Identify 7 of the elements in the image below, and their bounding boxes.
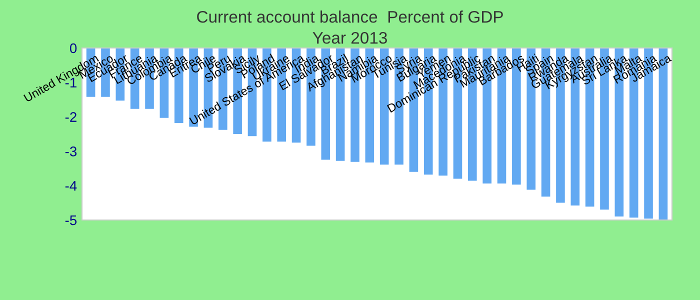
- y-tick-label: -3: [65, 146, 77, 156]
- y-tick-label: -5: [65, 215, 77, 226]
- y-tick-label: -4: [65, 181, 77, 191]
- chart-subtitle: Year 2013: [312, 32, 387, 44]
- y-tick-label: -2: [65, 112, 76, 122]
- y-tick-label: 0: [70, 43, 77, 54]
- chart-title: Current account balance Percent of GDP: [197, 10, 503, 23]
